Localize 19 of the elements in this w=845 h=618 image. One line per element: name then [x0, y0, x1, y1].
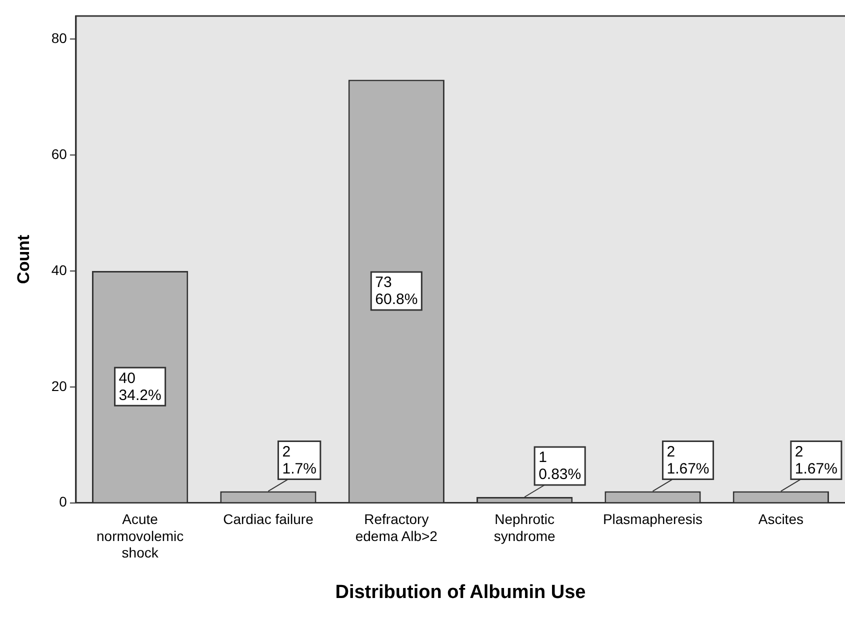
x-axis-title: Distribution of Albumin Use: [335, 582, 586, 603]
y-tick-label: 60: [51, 146, 68, 162]
y-tick-label: 20: [51, 378, 68, 394]
data-label: 73 60.8%: [375, 274, 418, 308]
data-label: 2 1.67%: [794, 443, 838, 478]
y-tick-label: 40: [51, 262, 68, 278]
y-tick-label: 80: [51, 30, 68, 46]
y-axis-title: Count: [14, 234, 33, 284]
data-label: 2 1.67%: [666, 443, 710, 478]
x-tick-label: Plasmapheresis: [602, 511, 703, 528]
data-label: 1 0.83%: [538, 449, 582, 484]
y-tick-label: 0: [59, 494, 68, 510]
x-tick-label: Nephrotic syndrome: [494, 511, 556, 544]
x-tick-label: Cardiac failure: [223, 511, 314, 528]
x-tick-label: Ascites: [758, 511, 804, 528]
x-tick-label: Acute normovolemic shock: [96, 511, 184, 561]
data-label: 2 1.7%: [282, 443, 316, 478]
x-tick-label: Refractory edema Alb>2: [355, 511, 438, 544]
data-label: 40 34.2%: [118, 370, 162, 404]
